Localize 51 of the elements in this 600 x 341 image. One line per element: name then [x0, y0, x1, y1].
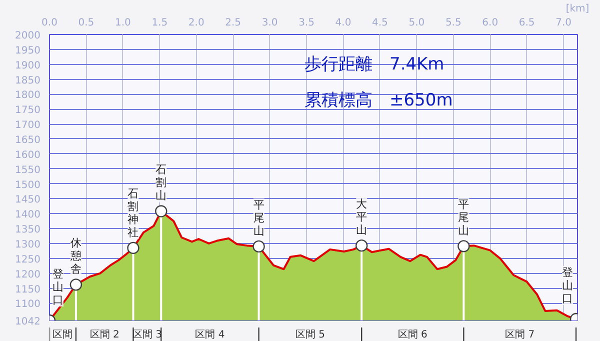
- annotation: 区間 4: [195, 330, 225, 340]
- y-tick-label: 1500: [15, 180, 41, 191]
- x-tick-label: 6.5: [518, 18, 535, 28]
- annotation: 大平山: [356, 198, 368, 237]
- annotation: 累積標高 ±650m: [304, 90, 453, 110]
- annotation: 石割神社: [128, 186, 139, 239]
- annotation: 区間 5: [295, 330, 325, 340]
- y-tick-label: 1150: [15, 284, 41, 296]
- y-tick-label: 1750: [15, 105, 41, 116]
- annotation: 石割山: [156, 163, 167, 202]
- annotation: 区間 6: [398, 330, 428, 340]
- y-tick-label: 1300: [15, 239, 41, 250]
- x-tick-label: 4.5: [372, 18, 388, 28]
- y-tick-label: 1450: [15, 194, 41, 206]
- x-tick-label: 7.0: [556, 18, 572, 28]
- annotation: 平尾山: [458, 198, 470, 238]
- y-tick-label: 1350: [15, 224, 41, 236]
- y-tick-label: 1600: [15, 150, 41, 161]
- annotation: 区間 7: [505, 330, 535, 340]
- x-tick-label: 6.0: [482, 18, 498, 28]
- y-tick-label: 1200: [15, 269, 41, 280]
- y-tick-label: 1850: [15, 75, 41, 86]
- x-tick-label: 5.5: [445, 18, 462, 28]
- x-tick-label: 0.0: [42, 18, 58, 28]
- annotation: 登山口: [562, 266, 574, 306]
- y-tick-label: 1900: [15, 60, 41, 72]
- y-tick-label: 1042: [15, 316, 41, 328]
- annotation: 休憩舎: [69, 236, 82, 276]
- annotation: 平尾山: [253, 198, 264, 238]
- x-tick-label: 5.0: [408, 18, 425, 28]
- x-tick-label: 4.0: [335, 18, 352, 28]
- y-tick-label: 1100: [15, 299, 41, 310]
- x-tick-label: 2.0: [188, 18, 204, 28]
- y-tick-label: 1400: [15, 210, 41, 221]
- y-tick-label: 1650: [15, 134, 41, 146]
- y-tick-label: 2000: [15, 30, 41, 42]
- annotation: 登山口: [52, 268, 64, 306]
- x-axis-title: [km]: [566, 4, 590, 14]
- y-tick-label: 1950: [15, 45, 41, 56]
- x-tick-label: 3.0: [262, 18, 278, 28]
- x-tick-label: 3.5: [298, 18, 314, 28]
- annotation: 区間: [52, 330, 73, 340]
- annotation: 区間 2: [90, 330, 120, 340]
- y-tick-label: 1700: [15, 120, 41, 132]
- y-tick-label: 1550: [15, 164, 41, 176]
- x-tick-label: 0.5: [78, 18, 94, 28]
- x-tick-label: 1.0: [114, 18, 131, 28]
- y-tick-label: 1800: [15, 90, 41, 102]
- x-tick-label: 2.5: [225, 18, 242, 28]
- x-tick-label: 1.5: [152, 18, 168, 28]
- y-tick-label: 1250: [15, 254, 41, 266]
